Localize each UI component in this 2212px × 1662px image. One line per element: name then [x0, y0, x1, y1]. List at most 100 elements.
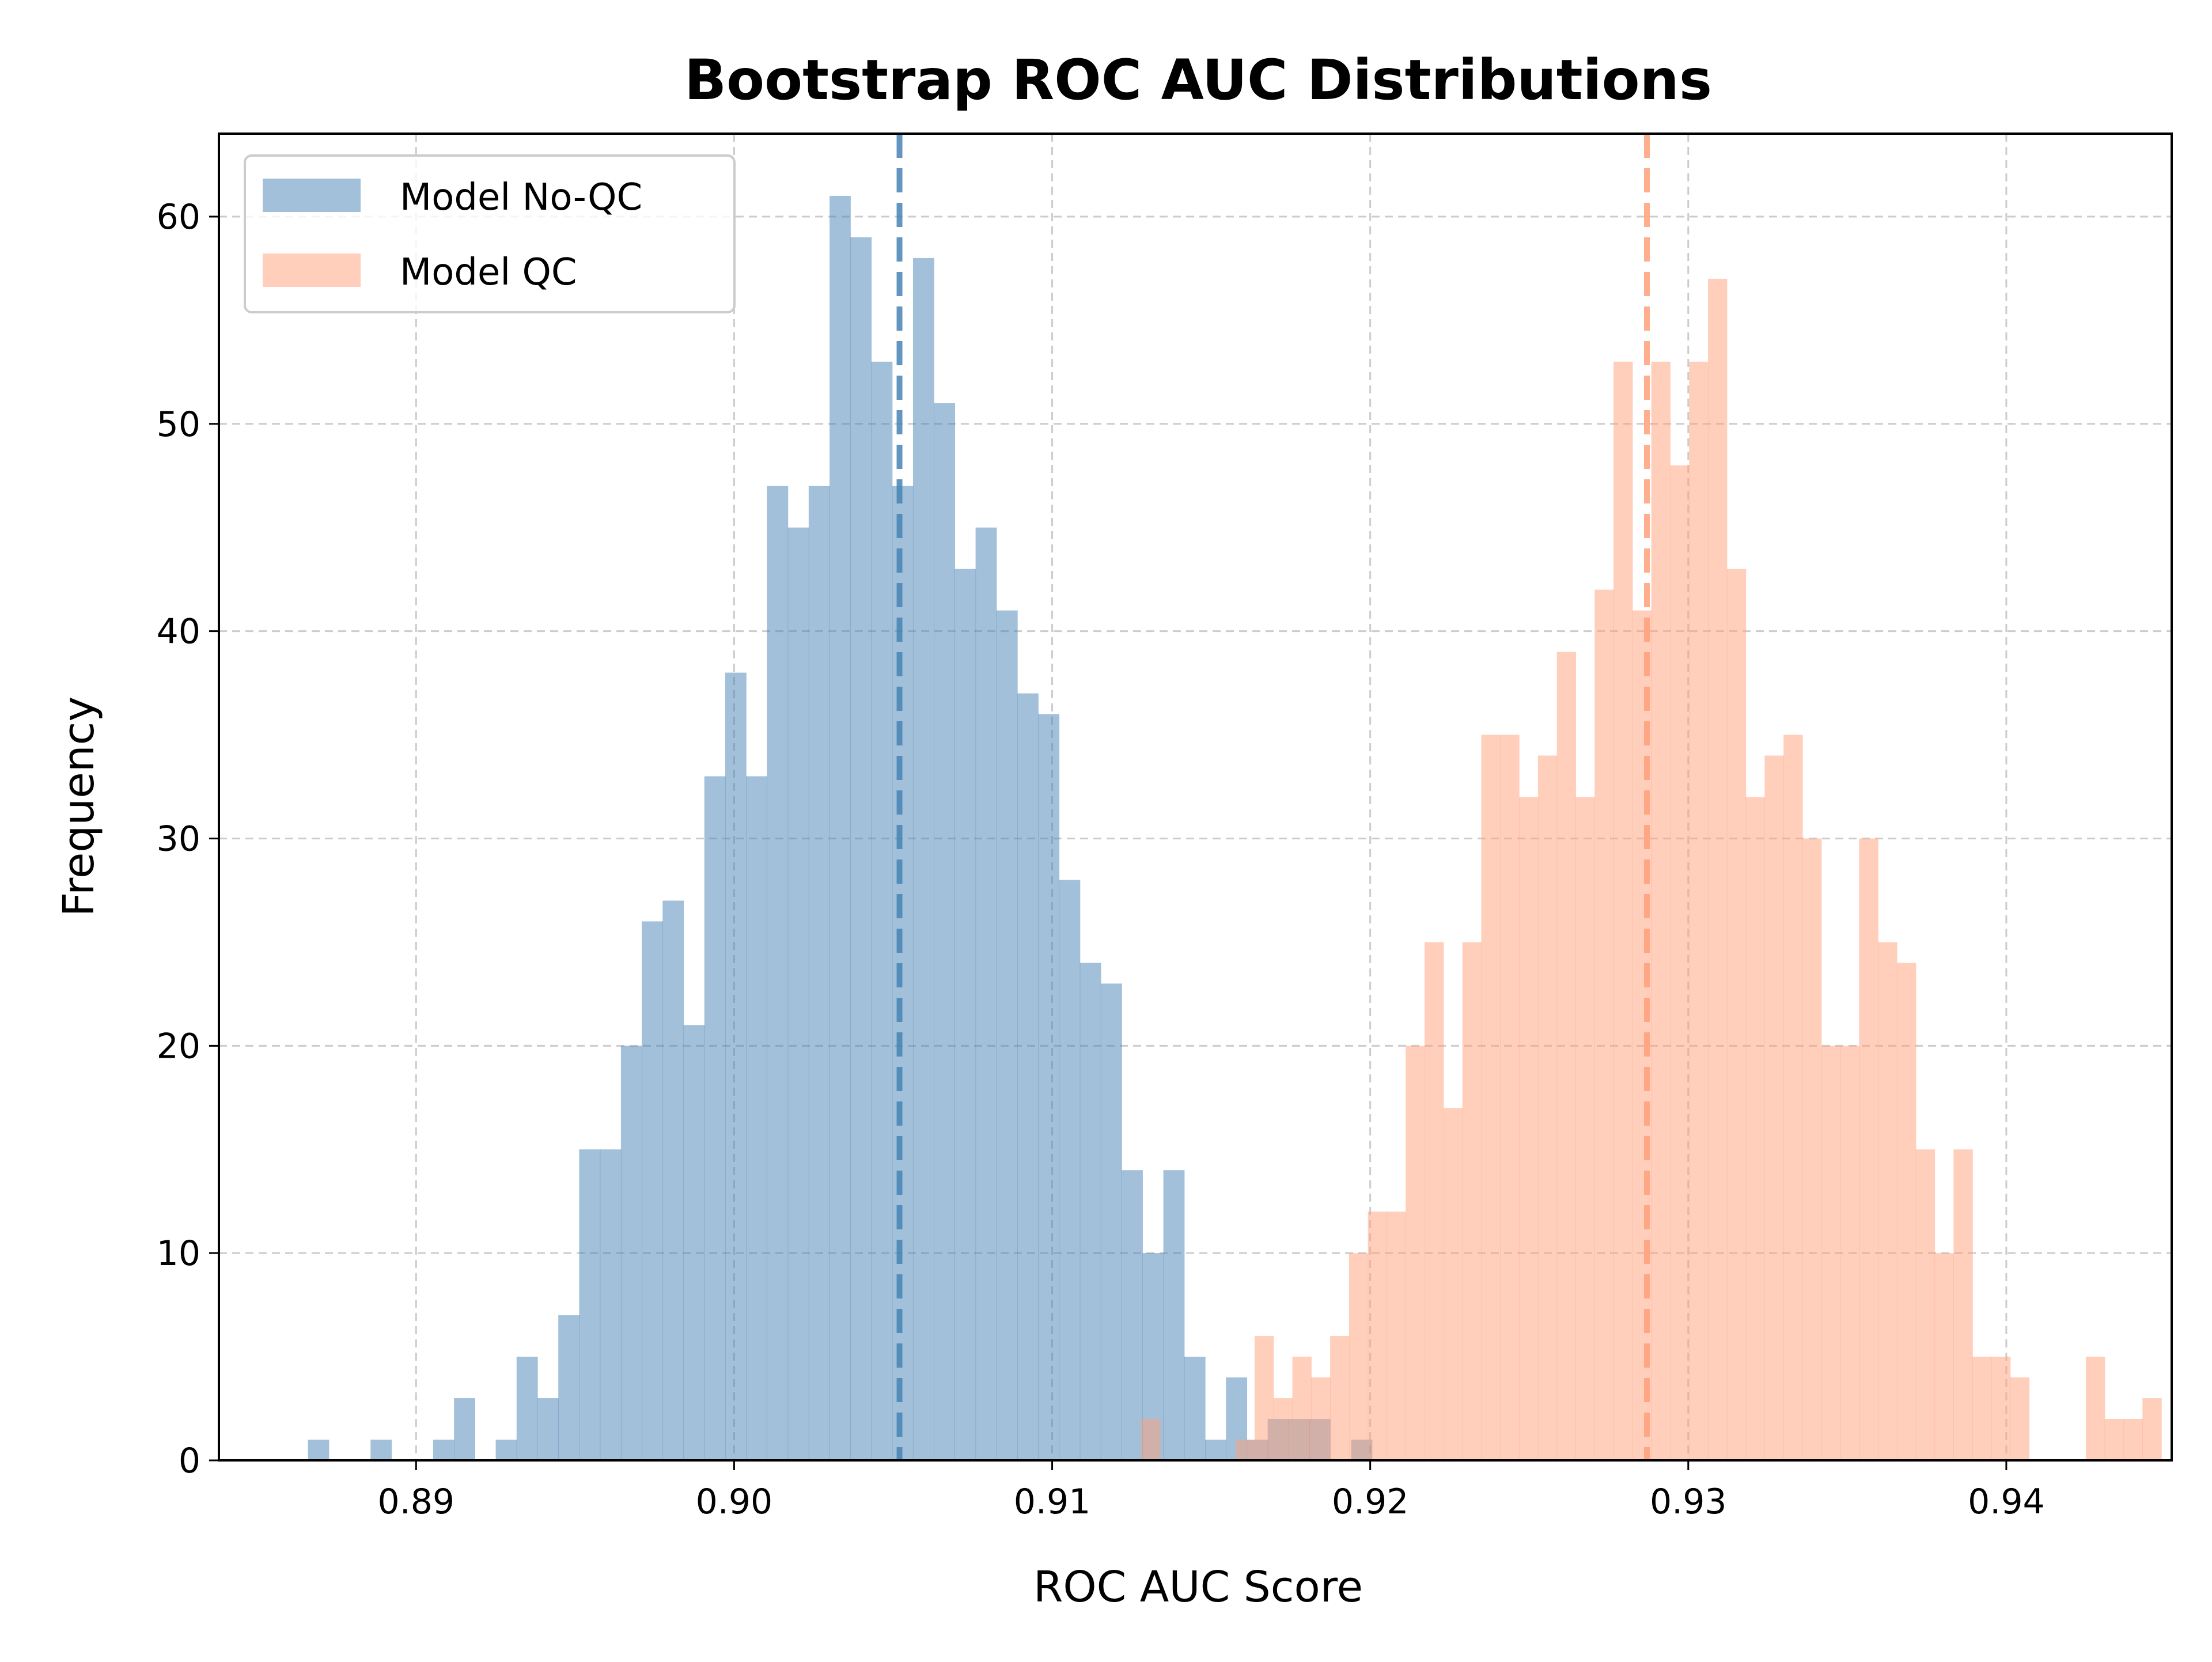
- bar-model-no-qc: [600, 1149, 622, 1460]
- bar-model-qc: [1840, 1046, 1859, 1460]
- bar-model-qc: [1425, 942, 1444, 1460]
- bar-model-no-qc: [955, 569, 976, 1460]
- bar-model-no-qc: [1017, 693, 1039, 1460]
- bar-model-no-qc: [996, 610, 1018, 1460]
- bar-model-no-qc: [871, 361, 893, 1460]
- bar-model-qc: [1726, 569, 1747, 1460]
- bar-model-qc: [1500, 735, 1520, 1460]
- bar-model-no-qc: [1205, 1440, 1226, 1460]
- bar-model-no-qc: [746, 776, 768, 1460]
- bar-model-no-qc: [579, 1149, 601, 1460]
- bar-model-qc: [1708, 278, 1728, 1460]
- bar-model-qc: [2010, 1377, 2030, 1460]
- bar-model-no-qc: [433, 1440, 454, 1460]
- bar-model-no-qc: [850, 237, 872, 1460]
- bar-model-no-qc: [1059, 880, 1081, 1460]
- bar-model-no-qc: [454, 1398, 475, 1460]
- y-tick-label: 40: [157, 612, 200, 652]
- bar-model-qc: [1254, 1336, 1274, 1460]
- bars: [308, 195, 2162, 1460]
- bar-model-qc: [1934, 1253, 1954, 1460]
- bar-model-qc: [1953, 1149, 1973, 1460]
- legend: Model No-QC Model QC: [244, 154, 736, 313]
- x-tick-label: 0.93: [1650, 1482, 1727, 1522]
- legend-label-model-qc: Model QC: [400, 251, 577, 294]
- bar-model-no-qc: [704, 776, 726, 1460]
- bar-model-qc: [1330, 1336, 1350, 1460]
- x-tick-label: 0.92: [1332, 1482, 1409, 1522]
- bar-model-no-qc: [767, 486, 789, 1460]
- bar-model-qc: [1481, 735, 1501, 1460]
- x-tick-label: 0.94: [1968, 1482, 2045, 1522]
- bar-model-no-qc: [787, 527, 809, 1460]
- bar-model-no-qc: [558, 1315, 580, 1460]
- x-tick-label: 0.90: [696, 1482, 773, 1522]
- bar-model-qc: [1859, 838, 1878, 1460]
- y-tick-label: 50: [157, 404, 200, 445]
- bar-model-qc: [1519, 797, 1539, 1460]
- bar-model-qc: [1443, 1108, 1463, 1460]
- bar-model-no-qc: [892, 486, 914, 1460]
- y-tick-label: 0: [179, 1441, 200, 1481]
- bar-model-qc: [1537, 755, 1558, 1460]
- chart-title: Bootstrap ROC AUC Distributions: [684, 48, 1712, 112]
- y-tick-label: 60: [157, 197, 200, 237]
- x-tick-label: 0.89: [378, 1482, 455, 1522]
- bar-model-qc: [1821, 1046, 1841, 1460]
- bar-model-qc: [1651, 361, 1671, 1460]
- axis-ticks: 0.89 0.90 0.91 0.92 0.93 0.94 0 10 20 30 40 50 60: [157, 197, 2045, 1522]
- y-tick-label: 10: [157, 1233, 200, 1274]
- bar-model-no-qc: [1038, 714, 1060, 1460]
- bar-model-qc: [1689, 361, 1709, 1460]
- bar-model-qc: [1292, 1357, 1312, 1460]
- bar-model-qc: [1594, 589, 1614, 1460]
- bar-model-qc: [1745, 797, 1766, 1460]
- bar-model-no-qc: [1163, 1170, 1185, 1460]
- bar-model-qc: [1368, 1212, 1388, 1460]
- bar-model-no-qc: [662, 900, 684, 1460]
- bar-model-qc: [1991, 1357, 2011, 1460]
- bar-model-qc: [2085, 1357, 2105, 1460]
- bar-model-no-qc: [495, 1440, 517, 1460]
- legend-swatch-model-qc: [263, 253, 361, 287]
- bar-model-no-qc: [912, 258, 934, 1460]
- bar-model-qc: [1406, 1046, 1425, 1460]
- bar-model-no-qc: [1122, 1170, 1143, 1460]
- bar-model-qc: [1575, 797, 1595, 1460]
- bar-model-qc: [1896, 963, 1916, 1460]
- bar-model-no-qc: [808, 486, 830, 1460]
- bar-model-no-qc: [1184, 1357, 1206, 1460]
- bar-model-no-qc: [1100, 983, 1122, 1460]
- bar-model-qc: [1387, 1212, 1406, 1460]
- bar-model-qc: [1972, 1357, 1992, 1460]
- y-axis-label: Frequency: [54, 696, 104, 917]
- bar-model-no-qc: [683, 1025, 705, 1460]
- bar-model-no-qc: [370, 1440, 392, 1460]
- bar-model-qc: [2123, 1419, 2143, 1460]
- bar-model-qc: [1462, 942, 1482, 1460]
- bar-model-no-qc: [308, 1440, 329, 1460]
- bar-model-qc: [1556, 652, 1577, 1460]
- bar-model-qc: [1613, 361, 1633, 1460]
- bar-model-qc: [1783, 735, 1803, 1460]
- bar-model-qc: [1670, 465, 1690, 1460]
- bar-model-qc: [2142, 1398, 2162, 1460]
- y-tick-label: 20: [157, 1026, 200, 1066]
- bar-model-qc: [1273, 1398, 1293, 1460]
- bar-model-no-qc: [620, 1046, 642, 1460]
- legend-frame: [244, 154, 736, 313]
- bar-model-qc: [1311, 1377, 1331, 1460]
- plot-frame: [218, 132, 2173, 1462]
- bar-model-no-qc: [934, 403, 955, 1460]
- mean-lines: [896, 134, 1650, 1460]
- bar-model-no-qc: [1080, 963, 1101, 1460]
- bar-model-qc: [1764, 755, 1784, 1460]
- y-tick-label: 30: [157, 819, 200, 859]
- bar-model-no-qc: [642, 921, 663, 1460]
- bar-model-qc: [1236, 1440, 1255, 1460]
- bar-model-no-qc: [725, 672, 747, 1460]
- x-tick-label: 0.91: [1014, 1482, 1091, 1522]
- legend-label-model-no-qc: Model No-QC: [400, 176, 642, 219]
- bar-model-qc: [1878, 942, 1897, 1460]
